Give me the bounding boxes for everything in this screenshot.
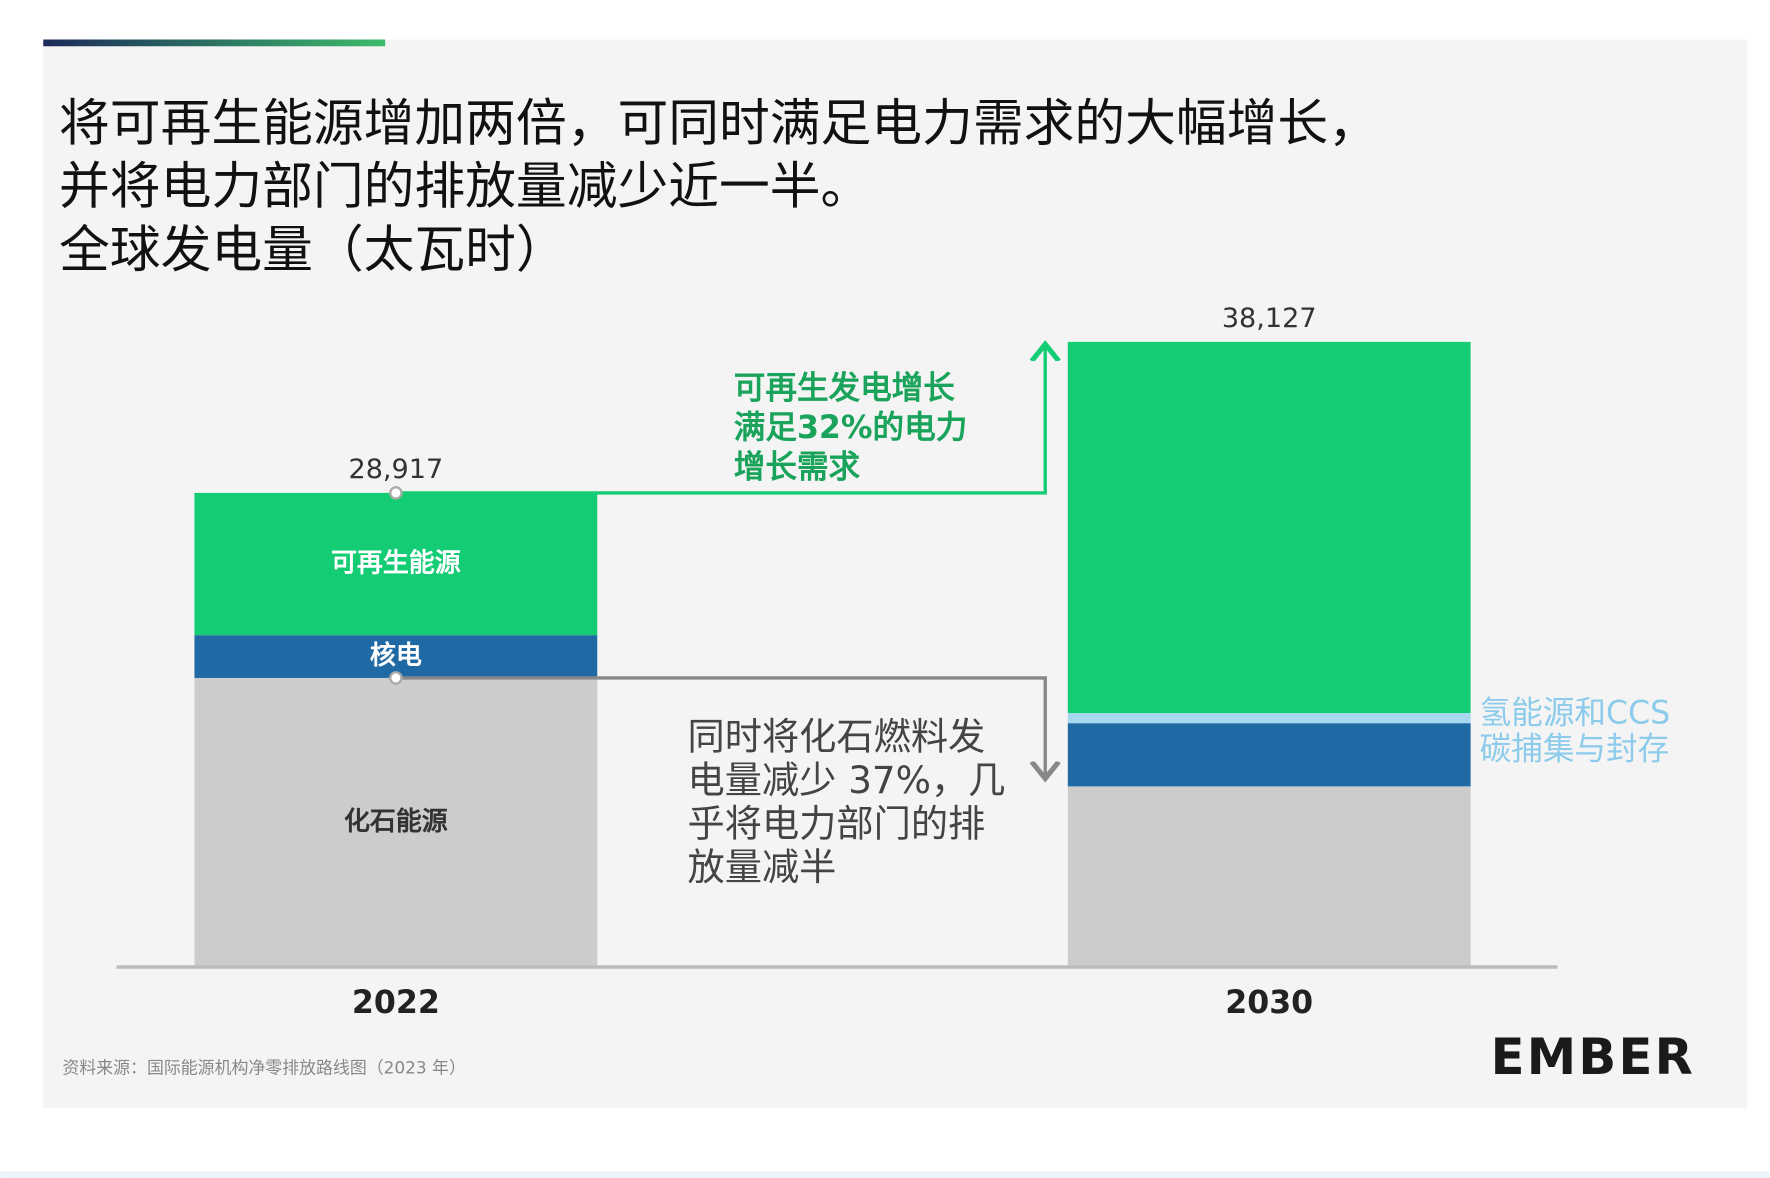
logo: EMBER: [1491, 1028, 1696, 1086]
series-label: 氢能源和CCS碳捕集与封存: [1479, 695, 1671, 768]
bar-segment: [194, 635, 598, 678]
bar-segment: [1067, 723, 1471, 787]
bar-segment: [194, 492, 598, 636]
annotation: 满足32%的电力: [734, 410, 967, 446]
series-label: 化石能源: [344, 806, 448, 837]
connector-dot: [389, 486, 403, 500]
title-line: 将可再生能源增加两倍，可同时满足电力需求的大幅增长，: [59, 93, 1379, 152]
total-label: 38,127: [1222, 303, 1317, 334]
connector-dot: [389, 671, 403, 685]
source: 资料来源：国际能源机构净零排放路线图（2023 年）: [62, 1058, 465, 1078]
annotation: 放量减半: [688, 845, 837, 889]
bar-segment: [1067, 713, 1471, 724]
bottom-band: [0, 1171, 1770, 1178]
accent-bar: [43, 39, 386, 47]
annotation: 乎将电力部门的排: [688, 801, 986, 845]
series-label: 可再生能源: [331, 548, 461, 579]
total-label: 28,917: [348, 454, 443, 485]
annotation: 可再生发电增长: [734, 370, 955, 406]
x-tick-label: 2030: [1225, 985, 1313, 1021]
title-line: 并将电力部门的排放量减少近一半。: [59, 157, 871, 216]
bar-segment: [194, 677, 598, 967]
annotation: 同时将化石燃料发: [688, 715, 986, 759]
annotation: 电量减少 37%，几: [688, 758, 1006, 802]
series-label: 核电: [370, 640, 422, 671]
bar-segment: [1067, 786, 1471, 967]
bar-segment: [1067, 341, 1471, 714]
series-label-box: 氢能源和CCS碳捕集与封存: [1479, 695, 1671, 768]
connector: [395, 676, 1045, 779]
subtitle: 全球发电量（太瓦时）: [59, 220, 567, 279]
connector: [395, 344, 1045, 495]
x-tick-label: 2022: [352, 985, 440, 1021]
annotation: 增长需求: [734, 449, 861, 485]
